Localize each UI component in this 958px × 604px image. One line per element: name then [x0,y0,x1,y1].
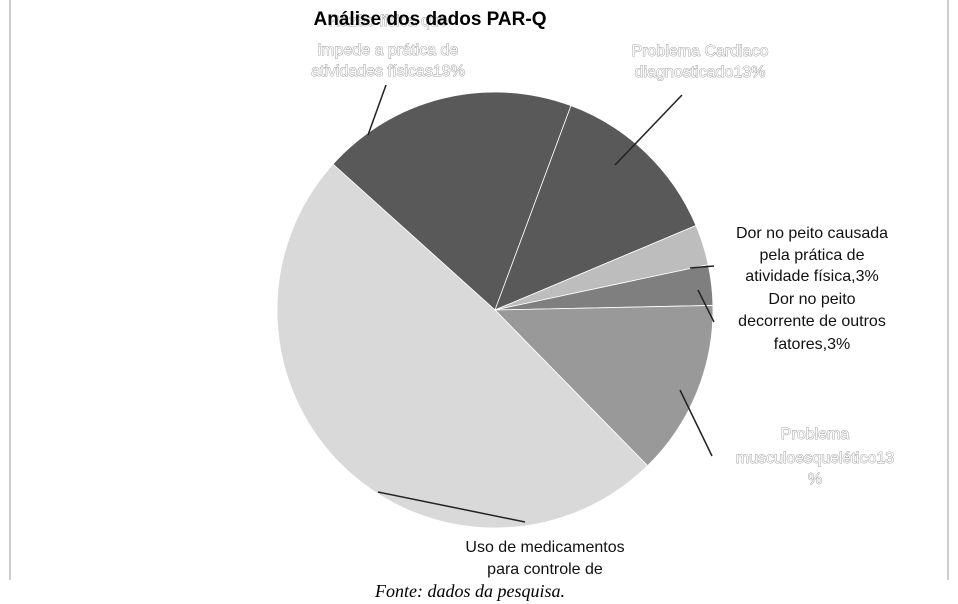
slice-label: musculoesquelético13 [736,450,894,467]
slice-label: para controle de [487,561,603,578]
slice-label: diagnosticado13% [635,64,766,81]
slice-label: % [808,471,822,488]
leader-line [697,289,715,323]
pie-slice [494,105,697,311]
pie-slice [332,91,572,311]
slice-label: fatores,3% [774,336,850,353]
leader-line [614,94,683,166]
slice-label: atividade física,3% [745,268,878,285]
leader-line [377,491,526,523]
caption: Fonte: dados da pesquisa. [374,581,565,601]
slice-label: Problema Cardiaco [632,43,769,60]
leader-line [679,389,713,457]
pie-slice [276,163,649,529]
slice-label: Razão física que [328,13,447,30]
slice-label: Dor no peito causada [736,225,888,242]
slice-label: atividades físicas19% [311,63,465,80]
slice-label: decorrente de outros [738,313,886,330]
chart-title: Análise dos dados PAR-Q [314,9,547,30]
leader-line [367,84,387,136]
labels: Razão física que impede a prática de ativi… [311,13,895,578]
pie [276,91,714,529]
slice-label: Problema [781,426,850,443]
slice-label: Dor no peito [768,291,855,308]
leader-line [689,265,715,269]
slice-label: pela prática de [760,247,865,264]
slice-label: impede a prática de [318,42,459,59]
slice-label: Uso de medicamentos [465,539,624,556]
